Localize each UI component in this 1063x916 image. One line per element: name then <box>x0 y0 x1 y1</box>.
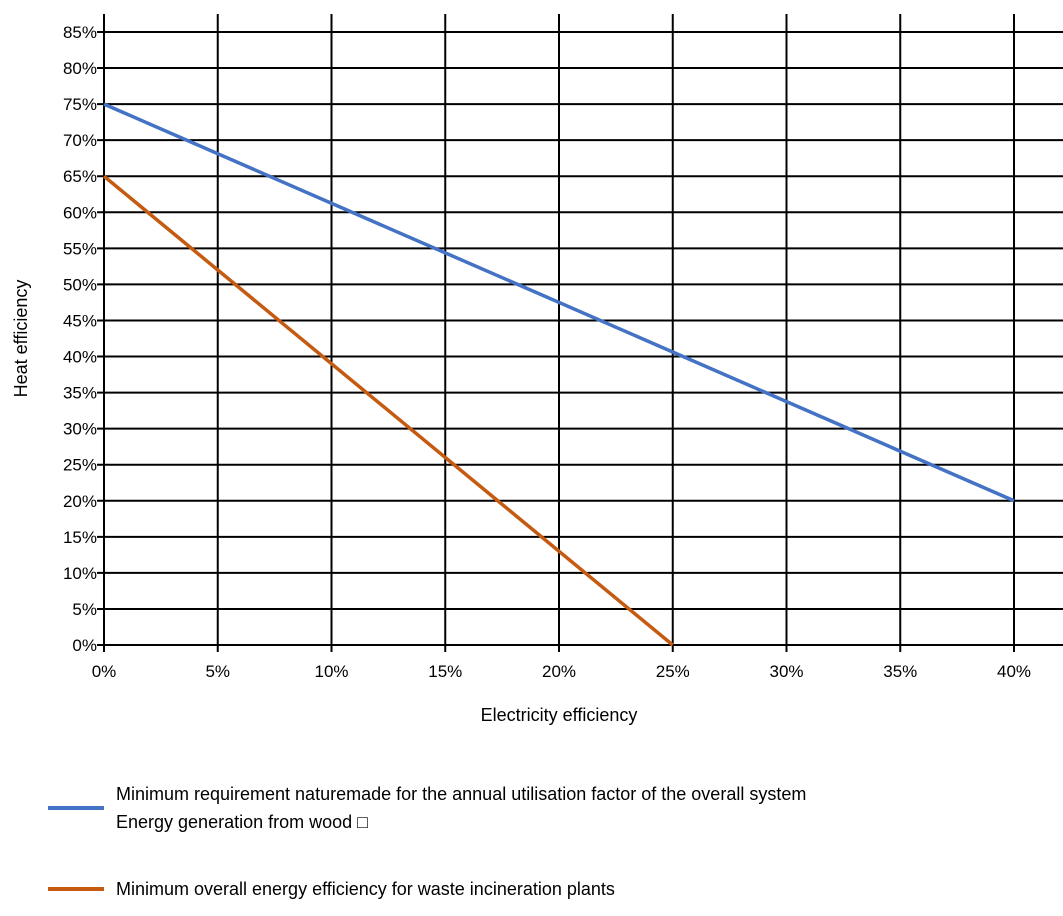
y-tick-label: 80% <box>63 59 97 78</box>
x-tick-label: 15% <box>428 662 462 681</box>
y-tick-label: 70% <box>63 131 97 150</box>
y-tick-label: 30% <box>63 420 97 439</box>
x-tick-label: 20% <box>542 662 576 681</box>
y-tick-label: 55% <box>63 239 97 258</box>
y-axis-title: Heat efficiency <box>11 280 31 398</box>
y-tick-label: 0% <box>72 636 97 655</box>
legend-label-line2: Energy generation from wood □ <box>116 812 369 832</box>
legend-label-waste: Minimum overall energy efficiency for wa… <box>116 879 615 899</box>
legend-swatch-blue <box>48 806 104 810</box>
x-tick-label: 35% <box>883 662 917 681</box>
y-tick-label: 10% <box>63 564 97 583</box>
x-tick-labels: 0% 5% 10% 15% 20% 25% 30% 35% 40% <box>92 662 1031 681</box>
y-tick-label: 20% <box>63 492 97 511</box>
y-tick-label: 85% <box>63 23 97 42</box>
legend-swatch-orange <box>48 887 104 891</box>
x-tick-label: 40% <box>997 662 1031 681</box>
y-tick-labels: 0% 5% 10% 15% 20% 25% 30% 35% 40% 45% 50% 55% 60% 65%… <box>63 23 97 655</box>
series-lines <box>102 102 1015 647</box>
y-tick-label: 35% <box>63 384 97 403</box>
legend-label-line1: Minimum requirement naturemade for the a… <box>116 784 807 804</box>
y-tick-label: 15% <box>63 528 97 547</box>
y-tick-label: 5% <box>72 600 97 619</box>
x-tick-label: 10% <box>314 662 348 681</box>
y-tick-label: 45% <box>63 311 97 330</box>
y-tick-label: 50% <box>63 275 97 294</box>
grid-lines <box>97 14 1063 652</box>
y-tick-label: 65% <box>63 167 97 186</box>
chart-plot: 0% 5% 10% 15% 20% 25% 30% 35% 40% 0% 5% 10% 15% 20% 2… <box>11 14 1063 725</box>
x-tick-label: 0% <box>92 662 117 681</box>
x-tick-label: 5% <box>205 662 230 681</box>
legend-label-wood: Minimum requirement naturemade for the a… <box>116 780 806 836</box>
x-tick-label: 25% <box>656 662 690 681</box>
series-line-1 <box>102 174 674 647</box>
x-tick-label: 30% <box>769 662 803 681</box>
y-tick-label: 75% <box>63 95 97 114</box>
y-tick-label: 40% <box>63 348 97 367</box>
x-axis-title: Electricity efficiency <box>481 705 638 725</box>
y-tick-label: 60% <box>63 203 97 222</box>
series-line-0 <box>103 102 1015 503</box>
y-tick-label: 25% <box>63 456 97 475</box>
